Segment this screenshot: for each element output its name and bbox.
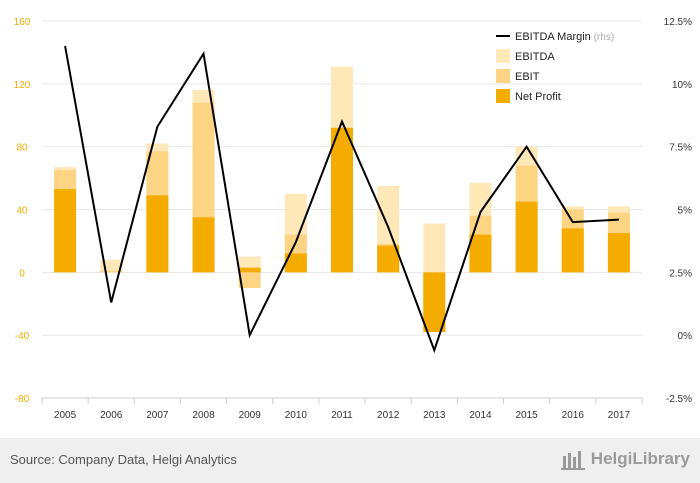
bar-net-profit (238, 267, 261, 273)
line-ebitda-margin (64, 45, 619, 354)
source-text: Source: Company Data, Helgi Analytics (10, 452, 237, 467)
footer: Source: Company Data, Helgi Analytics He… (0, 438, 700, 483)
x-tick-label: 2007 (146, 410, 169, 421)
y-right-tick-label: 7.5% (669, 143, 692, 154)
y-left-tick-label: 160 (14, 17, 31, 28)
y-right-tick-label: 5% (678, 206, 693, 217)
x-tick-label: 2008 (192, 410, 215, 421)
x-tick-label: 2015 (515, 410, 538, 421)
x-tick-label: 2012 (377, 410, 400, 421)
x-tick-label: 2016 (562, 410, 585, 421)
bar-net-profit (377, 245, 400, 273)
y-left-tick-label: 120 (14, 80, 31, 91)
library-icon (560, 451, 585, 470)
x-tick-label: 2006 (100, 410, 123, 421)
bar-ebit (100, 270, 123, 273)
chart-svg: 160 120 80 40 0 -40 -80 12.5% 10% 7.5% 5% 2.5% 0% -2.… (14, 17, 693, 421)
bar-net-profit (54, 189, 77, 273)
y-right-tick-label: 10% (672, 80, 692, 91)
legend-label: EBITDA Margin (rhs) (515, 31, 614, 43)
bar-net-profit (469, 234, 492, 273)
y-right-tick-label: 0% (678, 331, 693, 342)
bar-net-profit (561, 228, 584, 273)
x-tick-label: 2011 (331, 410, 353, 421)
x-tick-label: 2014 (469, 410, 492, 421)
bar-ebit (238, 272, 261, 289)
x-tick-label: 2013 (423, 410, 446, 421)
helgi-logo[interactable]: HelgiLibrary (560, 448, 690, 470)
y-right-tick-label: 12.5% (664, 17, 692, 28)
y-left-tick-label: -80 (15, 394, 30, 405)
bar-net-profit (515, 201, 538, 273)
legend-swatch (496, 89, 510, 103)
x-tick-label: 2010 (285, 410, 308, 421)
bar-net-profit (284, 253, 307, 273)
bar-ebitda (423, 223, 446, 273)
x-tick-label: 2017 (608, 410, 631, 421)
legend-label: EBITDA (515, 51, 555, 63)
bar-net-profit (192, 217, 215, 273)
bar-net-profit (423, 272, 446, 333)
bar-net-profit (607, 233, 630, 273)
x-tick-label: 2005 (54, 410, 77, 421)
y-left-tick-label: 0 (19, 268, 25, 279)
y-right-tick-label: 2.5% (669, 268, 692, 279)
legend-label: Net Profit (515, 91, 561, 103)
legend-swatch (496, 69, 510, 83)
y-right-tick-label: -2.5% (666, 394, 692, 405)
legend-swatch (496, 49, 510, 63)
y-left-tick-label: 80 (16, 143, 28, 154)
logo-text: HelgiLibrary (590, 449, 690, 468)
x-tick-label: 2009 (239, 410, 262, 421)
y-left-tick-label: -40 (15, 331, 30, 342)
bar-net-profit (331, 127, 353, 273)
bar-net-profit (146, 195, 169, 273)
legend-suffix: (rhs) (591, 32, 614, 43)
legend-label: EBIT (515, 71, 540, 83)
y-left-tick-label: 40 (16, 206, 28, 217)
